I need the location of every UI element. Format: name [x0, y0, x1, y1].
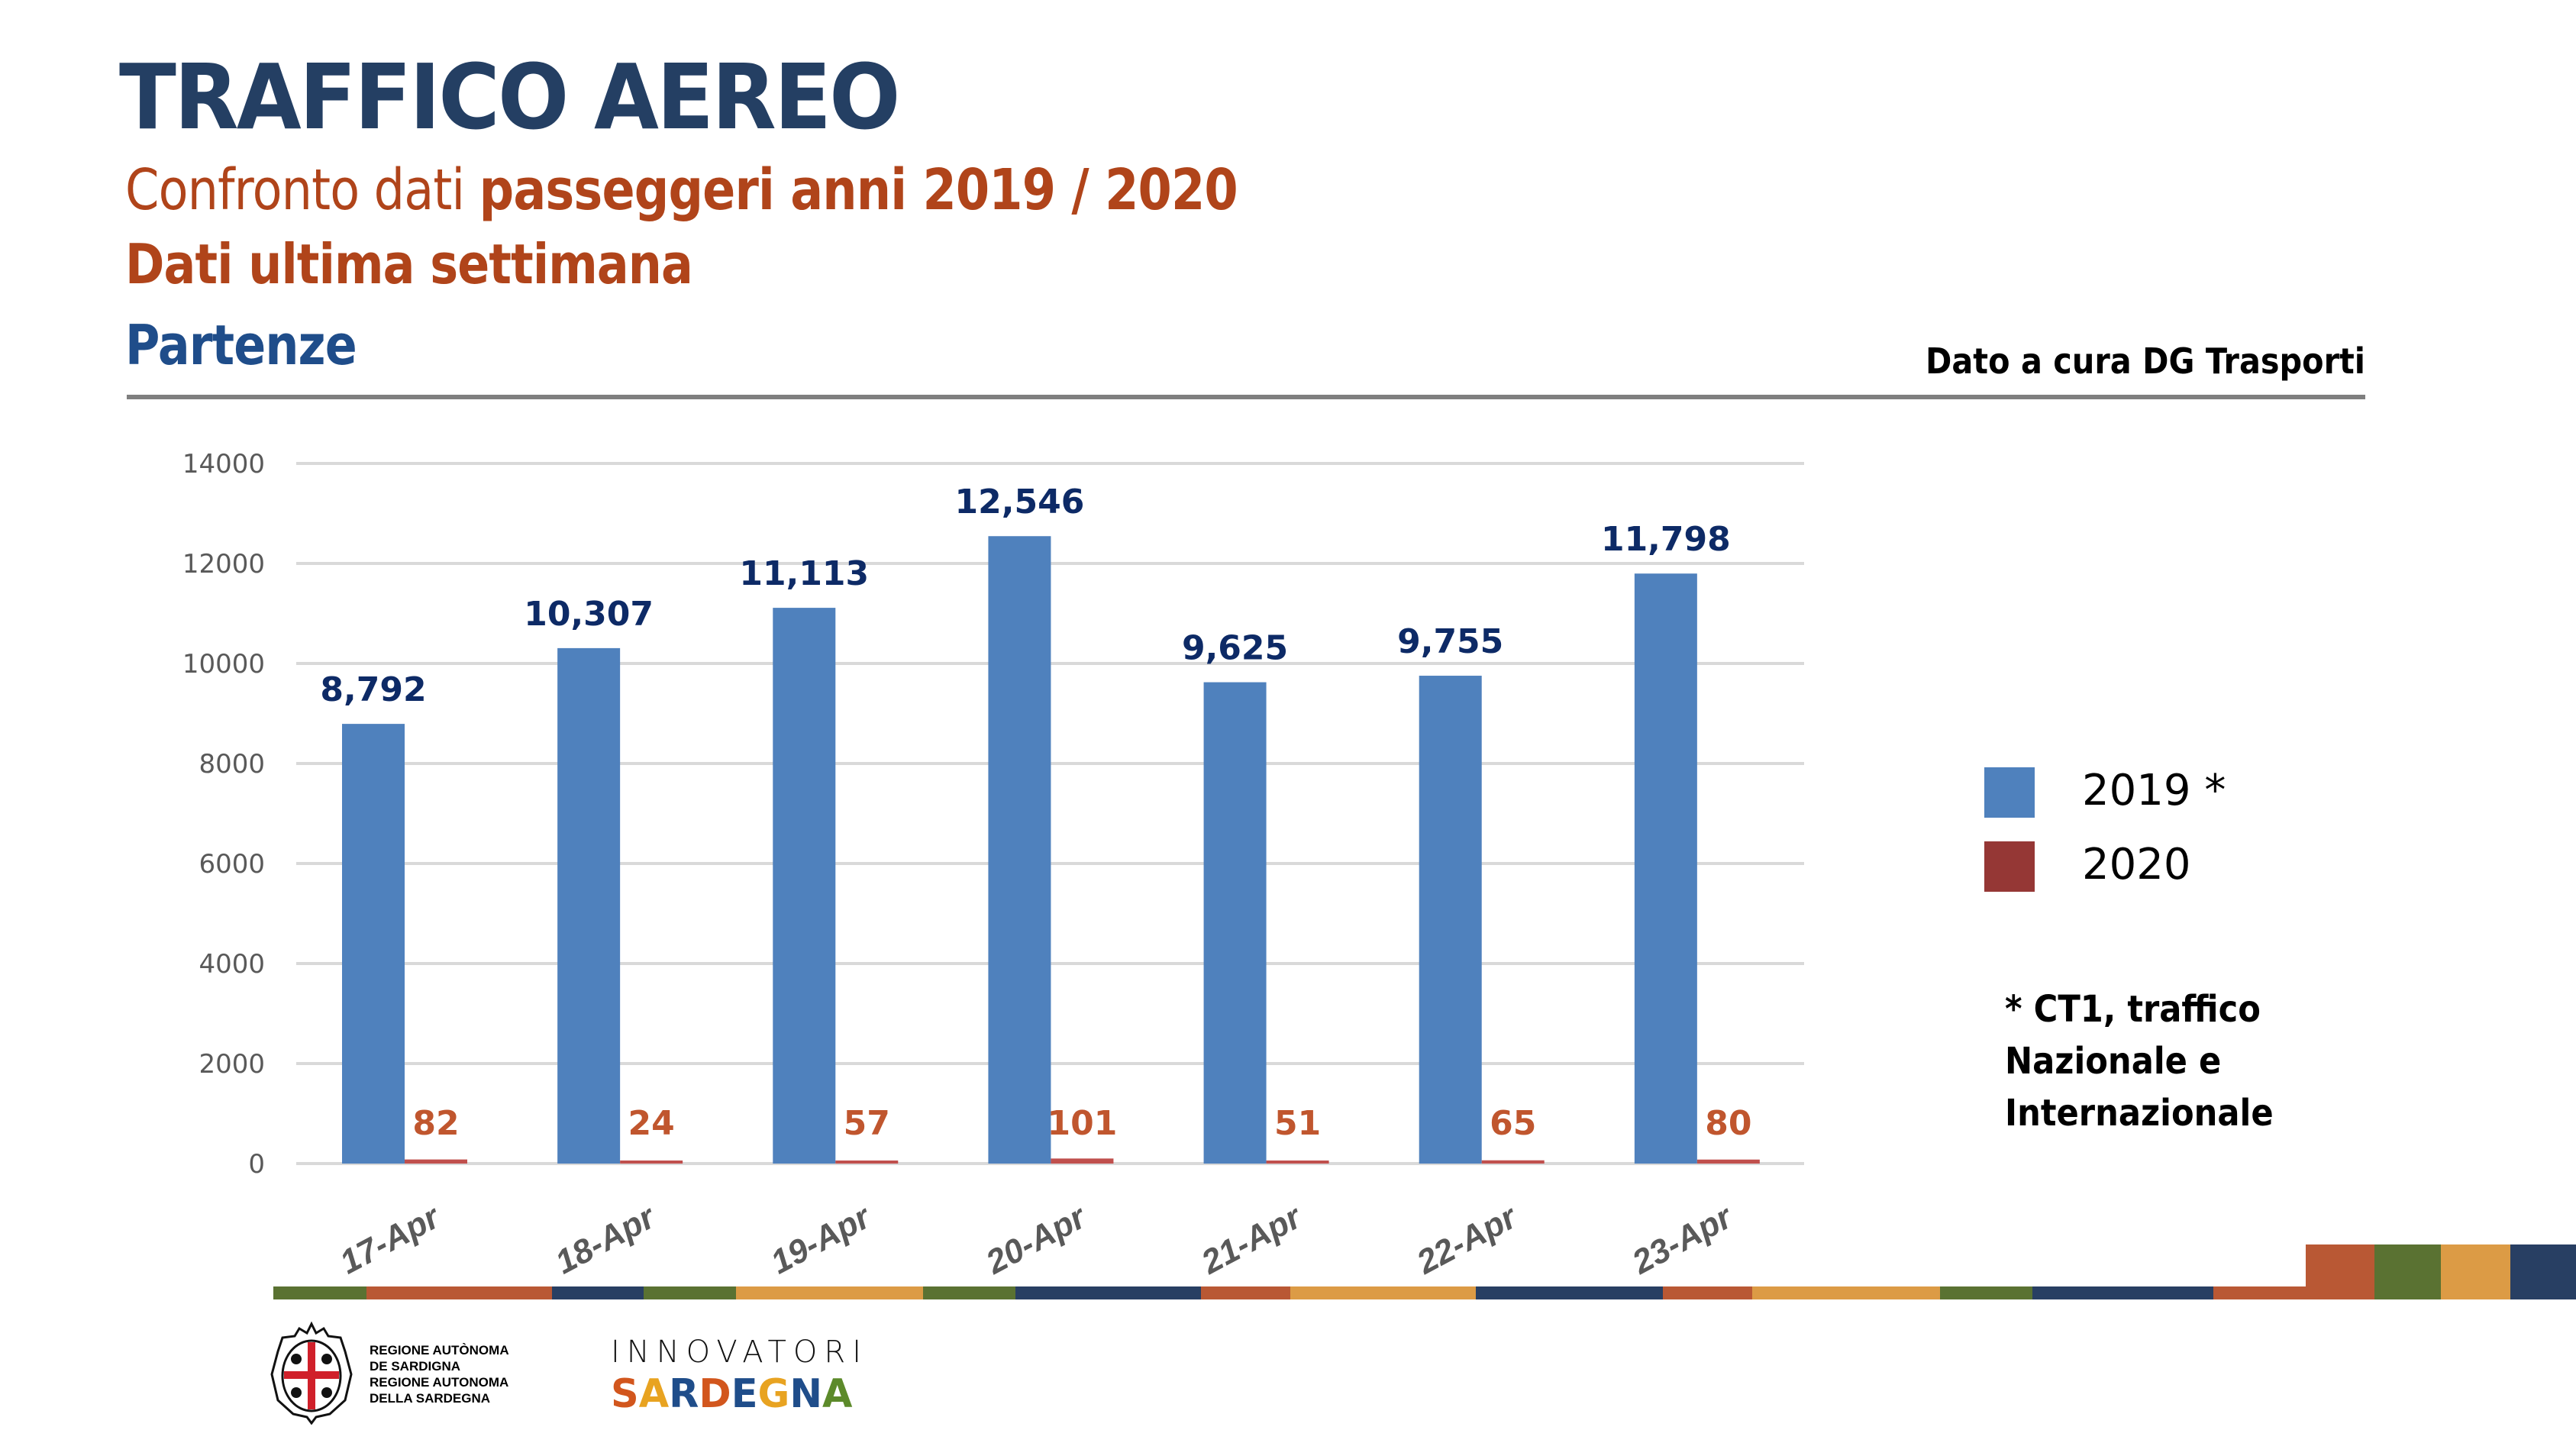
- bars: [342, 536, 1760, 1164]
- x-tick-label: 19-Apr: [765, 1197, 879, 1281]
- bar-2019: [1634, 573, 1697, 1164]
- direction-heading: Partenze: [125, 313, 357, 377]
- logo-letter: G: [757, 1371, 790, 1417]
- stripe-segment: [1476, 1286, 1663, 1299]
- x-tick-label: 18-Apr: [550, 1197, 663, 1281]
- data-label-2020: 51: [1274, 1104, 1321, 1143]
- data-label-2019: 9,755: [1397, 622, 1503, 661]
- period-heading: Dati ultima settimana: [125, 232, 693, 296]
- stripe-segment: [923, 1286, 1015, 1299]
- footnote-line: Nazionale e: [2005, 1040, 2222, 1083]
- y-tick-label: 0: [248, 1149, 265, 1180]
- page-title: TRAFFICO AEREO: [119, 44, 900, 150]
- x-tick-label: 20-Apr: [980, 1197, 1093, 1282]
- region-logo-line: REGIONE AUTONOMA: [370, 1375, 509, 1390]
- bar-2019: [773, 608, 836, 1164]
- x-tick-label: 22-Apr: [1410, 1197, 1524, 1282]
- x-axis-ticks: 17-Apr 18-Apr 19-Apr 20-Apr 21-Apr 22-Apr 23-A…: [334, 1197, 1739, 1282]
- stripe-segment: [1752, 1286, 1940, 1299]
- stripe-segment: [1201, 1286, 1290, 1299]
- stripe-segment: [2032, 1286, 2213, 1299]
- data-label-2019: 9,625: [1182, 629, 1288, 668]
- y-tick-label: 2000: [199, 1049, 265, 1080]
- logo-letter: D: [699, 1371, 731, 1417]
- source-credit: Dato a cura DG Trasporti: [1925, 341, 2365, 382]
- stripe-block: [2374, 1244, 2441, 1299]
- region-logo-line: DELLA SARDEGNA: [370, 1391, 491, 1406]
- y-tick-label: 10000: [182, 649, 265, 680]
- bar-2020: [1696, 1159, 1760, 1164]
- stripe-segment: [2213, 1286, 2306, 1299]
- bar-2019: [1203, 682, 1267, 1164]
- bar-2020: [405, 1159, 467, 1164]
- data-label-2020: 82: [412, 1104, 459, 1143]
- bar-2020: [1481, 1160, 1545, 1164]
- bar-2019: [342, 724, 405, 1164]
- y-tick-label: 4000: [199, 949, 265, 980]
- subtitle-light: Confronto dati: [125, 157, 479, 223]
- legend-label-2020: 2020: [2082, 840, 2191, 889]
- stripe-block: [2306, 1244, 2374, 1299]
- bar-2019: [1419, 676, 1482, 1164]
- bar-2020: [835, 1161, 899, 1164]
- logo-letter: N: [789, 1371, 823, 1417]
- bar-2019: [988, 536, 1051, 1164]
- y-tick-label: 14000: [182, 449, 265, 479]
- bar-chart: 0 2000 4000 6000 8000 10000 12000 14000 8,792 82…: [182, 449, 1804, 1282]
- data-label-2019: 11,798: [1601, 520, 1731, 559]
- innovatori-logo-bottom: SARDEGNA: [611, 1371, 852, 1417]
- footnote-line: Internazionale: [2005, 1092, 2274, 1135]
- stripe-segment: [1663, 1286, 1752, 1299]
- logo-letter: A: [822, 1371, 853, 1417]
- header-divider: [127, 395, 2365, 399]
- stripe-segment: [736, 1286, 923, 1299]
- stripe-block: [2441, 1244, 2510, 1299]
- region-logo-line: REGIONE AUTÒNOMA: [370, 1343, 509, 1357]
- footnote: * CT1, traffico Nazionale e Internaziona…: [2005, 983, 2274, 1139]
- bar-2019: [557, 647, 621, 1164]
- x-tick-label: 21-Apr: [1195, 1197, 1309, 1282]
- stripe-segment: [644, 1286, 736, 1299]
- data-labels: 8,792 82 10,307 24 11,113 57 12,546 101 9,625 51 9…: [320, 483, 1751, 1143]
- data-label-2019: 10,307: [524, 595, 654, 634]
- data-label-2019: 8,792: [320, 670, 426, 709]
- data-label-2020: 24: [628, 1104, 675, 1143]
- footnote-line: * CT1, traffico: [2005, 988, 2261, 1031]
- bar-2020: [620, 1161, 683, 1164]
- logo-letter: A: [638, 1371, 670, 1417]
- x-tick-label: 17-Apr: [334, 1197, 447, 1281]
- stripe-segment: [1015, 1286, 1201, 1299]
- stripe-block: [2510, 1244, 2576, 1299]
- region-logo-line: DE SARDIGNA: [370, 1359, 461, 1374]
- x-tick-label: 23-Apr: [1625, 1197, 1739, 1282]
- region-logo-text: REGIONE AUTÒNOMA DE SARDIGNA REGIONE AUT…: [370, 1342, 509, 1406]
- innovatori-logo-top: INNOVATORI: [611, 1335, 868, 1370]
- data-label-2019: 11,113: [739, 554, 869, 593]
- data-label-2020: 65: [1490, 1104, 1536, 1143]
- data-label-2019: 12,546: [955, 483, 1085, 521]
- bar-2020: [1051, 1158, 1114, 1164]
- stripe-segment: [1940, 1286, 2032, 1299]
- subtitle-bold: passeggeri anni 2019 / 2020: [479, 157, 1238, 223]
- data-label-2020: 80: [1705, 1104, 1751, 1143]
- page-subtitle: Confronto dati passeggeri anni 2019 / 20…: [125, 157, 1238, 223]
- legend-label-2019: 2019 *: [2082, 766, 2226, 815]
- data-label-2020: 101: [1047, 1104, 1117, 1143]
- logo-letter: E: [731, 1371, 758, 1417]
- y-tick-label: 8000: [199, 749, 265, 780]
- y-tick-label: 6000: [199, 849, 265, 880]
- logo-letter: R: [669, 1371, 699, 1417]
- legend-swatch-2020: [1984, 841, 2035, 892]
- stripe-segment: [552, 1286, 644, 1299]
- coat-of-arms-icon: [270, 1321, 353, 1425]
- stripe-segment: [366, 1286, 552, 1299]
- stripe-segment: [1290, 1286, 1476, 1299]
- stripe-segment: [273, 1286, 366, 1299]
- bar-2020: [1266, 1161, 1329, 1164]
- legend-swatch-2019: [1984, 767, 2035, 818]
- logo-letter: S: [611, 1371, 639, 1417]
- data-label-2020: 57: [844, 1104, 890, 1143]
- y-tick-label: 12000: [182, 549, 265, 579]
- y-axis-ticks: 0 2000 4000 6000 8000 10000 12000 14000: [182, 449, 265, 1180]
